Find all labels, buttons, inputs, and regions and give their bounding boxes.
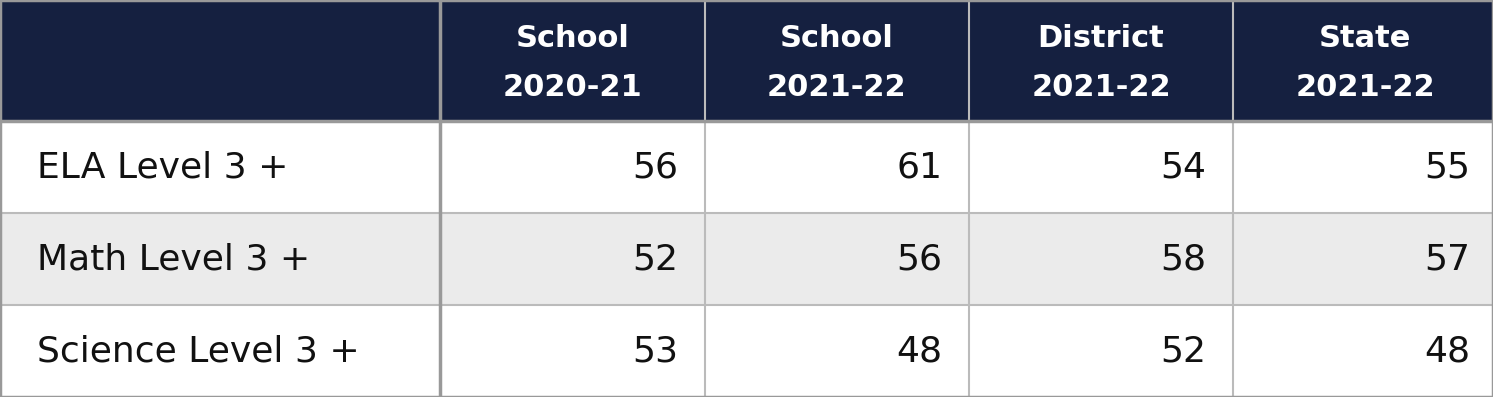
Text: 48: 48 <box>896 334 942 368</box>
Bar <box>440 0 705 121</box>
Bar <box>705 121 969 213</box>
Text: 52: 52 <box>1160 334 1206 368</box>
Text: 56: 56 <box>632 150 678 184</box>
Bar <box>1233 121 1493 213</box>
Bar <box>705 213 969 305</box>
Text: State: State <box>1320 24 1411 53</box>
Text: School: School <box>779 24 894 53</box>
Bar <box>969 305 1233 397</box>
Text: 2021-22: 2021-22 <box>1032 73 1171 102</box>
Text: 58: 58 <box>1160 242 1206 276</box>
Bar <box>705 305 969 397</box>
Bar <box>0 213 440 305</box>
Text: 61: 61 <box>896 150 942 184</box>
Text: 2020-21: 2020-21 <box>503 73 642 102</box>
Bar <box>1233 305 1493 397</box>
Text: 54: 54 <box>1160 150 1206 184</box>
Text: 55: 55 <box>1424 150 1471 184</box>
Bar <box>969 0 1233 121</box>
Text: District: District <box>1038 24 1165 53</box>
Bar <box>1233 0 1493 121</box>
Bar <box>1233 213 1493 305</box>
Text: ELA Level 3 +: ELA Level 3 + <box>37 150 288 184</box>
Text: 52: 52 <box>632 242 678 276</box>
Text: 48: 48 <box>1424 334 1471 368</box>
Bar <box>440 213 705 305</box>
Text: 53: 53 <box>632 334 678 368</box>
Bar <box>969 213 1233 305</box>
Text: 2021-22: 2021-22 <box>767 73 906 102</box>
Text: 56: 56 <box>896 242 942 276</box>
Bar <box>0 0 440 121</box>
Text: School: School <box>515 24 630 53</box>
Text: Science Level 3 +: Science Level 3 + <box>37 334 360 368</box>
Bar <box>0 121 440 213</box>
Bar <box>969 121 1233 213</box>
Text: Math Level 3 +: Math Level 3 + <box>37 242 311 276</box>
Bar <box>705 0 969 121</box>
Bar <box>440 305 705 397</box>
Text: 57: 57 <box>1424 242 1471 276</box>
Bar <box>440 121 705 213</box>
Bar <box>0 305 440 397</box>
Text: 2021-22: 2021-22 <box>1296 73 1435 102</box>
